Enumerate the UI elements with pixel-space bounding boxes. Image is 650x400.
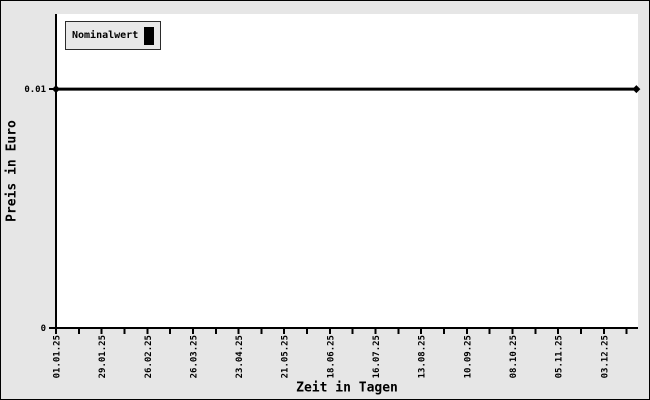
legend: Nominalwert (65, 21, 162, 50)
y-tick-label: 0 (41, 324, 46, 334)
x-tick-label: 29.01.25 (98, 335, 108, 378)
y-axis-title: Preis in Euro (4, 120, 20, 222)
x-tick-label: 05.11.25 (555, 335, 565, 378)
x-tick-label: 21.05.25 (281, 335, 291, 378)
y-tick-label: 0.01 (24, 85, 46, 95)
x-tick-label: 01.01.25 (53, 335, 63, 378)
plot-area (57, 14, 638, 328)
x-tick-label: 16.07.25 (372, 335, 382, 378)
x-tick-label: 10.09.25 (463, 335, 473, 378)
x-axis-title: Zeit in Tagen (296, 380, 398, 396)
legend-swatch-icon (144, 26, 155, 45)
series-marker-diamond (632, 85, 641, 94)
x-tick-label: 23.04.25 (235, 335, 245, 378)
x-tick-label: 08.10.25 (509, 335, 519, 378)
legend-label: Nominalwert (72, 30, 139, 41)
x-tick-label: 26.03.25 (189, 335, 199, 378)
series-marker-diamond (52, 85, 60, 94)
x-tick-label: 13.08.25 (418, 335, 428, 378)
x-tick-label: 03.12.25 (600, 335, 610, 378)
x-tick-label: 26.02.25 (144, 335, 154, 378)
x-tick-label: 18.06.25 (326, 335, 336, 378)
